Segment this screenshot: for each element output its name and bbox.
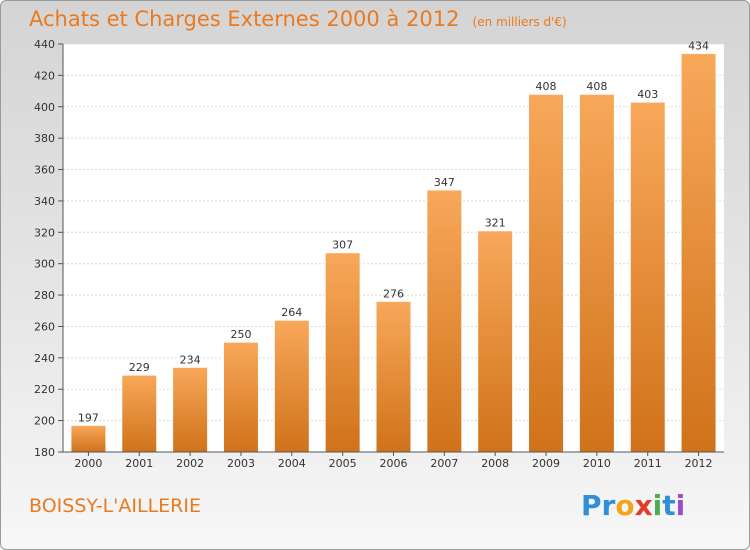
bar-2010 xyxy=(578,93,615,453)
bars: 197 229 234 250 264 307 276 347 321 408 408 403 434 xyxy=(70,39,717,453)
y-tick-label: 220 xyxy=(34,383,55,396)
bar-2001 xyxy=(121,374,158,453)
y-tick-label: 200 xyxy=(34,415,55,428)
bar-2011 xyxy=(629,101,666,453)
y-tick-label: 240 xyxy=(34,352,55,365)
y-tick-label: 400 xyxy=(34,101,55,114)
x-tick-label: 2006 xyxy=(380,457,408,470)
bar-value-label: 347 xyxy=(434,176,455,189)
y-tick-label: 280 xyxy=(34,289,55,302)
x-tick-label: 2005 xyxy=(329,457,357,470)
logo-letter: t xyxy=(662,489,676,522)
bar-2006 xyxy=(375,300,412,453)
bar-value-label: 408 xyxy=(536,80,557,93)
commune-name: BOISSY-L'AILLERIE xyxy=(29,495,201,517)
x-tick-label: 2009 xyxy=(532,457,560,470)
chart-title: Achats et Charges Externes 2000 à 2012 (… xyxy=(29,7,567,31)
x-tick-label: 2004 xyxy=(278,457,306,470)
y-tick-label: 180 xyxy=(34,446,55,459)
x-tick-label: 2011 xyxy=(634,457,662,470)
x-tick-label: 2010 xyxy=(583,457,611,470)
bar-value-label: 408 xyxy=(586,80,607,93)
bar-2012 xyxy=(680,52,717,453)
title-unit: (en milliers d'€) xyxy=(472,15,567,29)
bar-value-label: 197 xyxy=(78,411,99,424)
logo-letter: i xyxy=(652,489,663,522)
bar-value-label: 264 xyxy=(281,306,302,319)
logo-letter: r xyxy=(601,489,616,522)
bar-2003 xyxy=(222,341,259,453)
title-main: Achats et Charges Externes 2000 à 2012 xyxy=(29,7,460,31)
bar-value-label: 234 xyxy=(180,353,201,366)
x-tick-label: 2003 xyxy=(227,457,255,470)
y-tick-label: 340 xyxy=(34,195,55,208)
y-tick-label: 260 xyxy=(34,320,55,333)
bar-value-label: 276 xyxy=(383,287,404,300)
y-tick-label: 380 xyxy=(34,132,55,145)
x-tick-label: 2000 xyxy=(74,457,102,470)
x-tick-label: 2008 xyxy=(481,457,509,470)
x-tick-label: 2001 xyxy=(125,457,153,470)
axes: 180 200 220 240 260 280 300 320 340 360 380 400 420 4… xyxy=(34,38,724,470)
bar-value-label: 321 xyxy=(485,217,506,230)
x-tick-label: 2007 xyxy=(430,457,458,470)
logo-letter: i xyxy=(675,489,686,522)
proxiti-logo[interactable]: Proxiti xyxy=(581,489,685,522)
logo-letter: o xyxy=(615,489,635,522)
y-tick-label: 320 xyxy=(34,226,55,239)
bar-2004 xyxy=(273,319,310,453)
bar-value-label: 229 xyxy=(129,361,150,374)
bar-value-label: 307 xyxy=(332,239,353,252)
x-tick-label: 2002 xyxy=(176,457,204,470)
bar-2002 xyxy=(172,366,209,453)
bar-2007 xyxy=(426,189,463,453)
bar-2005 xyxy=(324,252,361,453)
y-tick-label: 440 xyxy=(34,38,55,51)
bar-2000 xyxy=(70,424,107,453)
bar-value-label: 434 xyxy=(688,39,709,52)
y-tick-label: 360 xyxy=(34,164,55,177)
logo-letter: x xyxy=(634,489,653,522)
bar-value-label: 250 xyxy=(230,328,251,341)
x-tick-label: 2012 xyxy=(685,457,713,470)
bar-2008 xyxy=(477,230,514,453)
y-tick-label: 420 xyxy=(34,69,55,82)
y-tick-label: 300 xyxy=(34,258,55,271)
bar-value-label: 403 xyxy=(637,88,658,101)
logo-letter: P xyxy=(581,489,602,522)
bar-2009 xyxy=(528,93,565,453)
